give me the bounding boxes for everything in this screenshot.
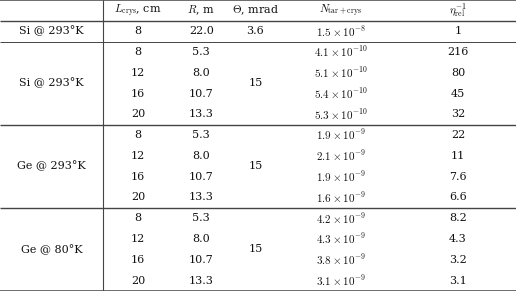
Text: 8: 8 xyxy=(135,26,141,36)
Text: 4.3: 4.3 xyxy=(449,234,467,244)
Text: $5.4 \times 10^{-10}$: $5.4 \times 10^{-10}$ xyxy=(314,86,367,101)
Text: $N_{\rm tar+crys}$: $N_{\rm tar+crys}$ xyxy=(319,2,362,19)
Text: 3.6: 3.6 xyxy=(247,26,264,36)
Text: 13.3: 13.3 xyxy=(189,276,214,285)
Text: 3.2: 3.2 xyxy=(449,255,467,265)
Text: 5.3: 5.3 xyxy=(192,130,210,140)
Text: $1.5 \times 10^{-8}$: $1.5 \times 10^{-8}$ xyxy=(316,24,365,38)
Text: 1: 1 xyxy=(455,26,461,36)
Text: $1.9 \times 10^{-9}$: $1.9 \times 10^{-9}$ xyxy=(316,169,365,184)
Text: 8.0: 8.0 xyxy=(192,234,210,244)
Text: $R$, m: $R$, m xyxy=(187,3,215,17)
Text: 5.3: 5.3 xyxy=(192,47,210,57)
Text: 16: 16 xyxy=(131,172,145,182)
Text: 6.6: 6.6 xyxy=(449,192,467,203)
Text: 8.0: 8.0 xyxy=(192,68,210,78)
Text: 45: 45 xyxy=(451,88,465,99)
Text: $4.3 \times 10^{-9}$: $4.3 \times 10^{-9}$ xyxy=(316,232,365,246)
Text: 13.3: 13.3 xyxy=(189,109,214,119)
Text: $4.1 \times 10^{-10}$: $4.1 \times 10^{-10}$ xyxy=(314,45,367,59)
Text: 80: 80 xyxy=(451,68,465,78)
Text: 10.7: 10.7 xyxy=(189,88,214,99)
Text: 10.7: 10.7 xyxy=(189,172,214,182)
Text: 13.3: 13.3 xyxy=(189,192,214,203)
Text: $\eta_{\rm rel}^{-1}$: $\eta_{\rm rel}^{-1}$ xyxy=(449,2,467,19)
Text: 3.1: 3.1 xyxy=(449,276,467,285)
Text: 8.2: 8.2 xyxy=(449,213,467,223)
Text: $1.9 \times 10^{-9}$: $1.9 \times 10^{-9}$ xyxy=(316,128,365,142)
Text: 22.0: 22.0 xyxy=(189,26,214,36)
Text: 8: 8 xyxy=(135,47,141,57)
Text: 16: 16 xyxy=(131,255,145,265)
Text: $3.1 \times 10^{-9}$: $3.1 \times 10^{-9}$ xyxy=(316,273,365,288)
Text: $4.2 \times 10^{-9}$: $4.2 \times 10^{-9}$ xyxy=(316,211,365,226)
Text: 5.3: 5.3 xyxy=(192,213,210,223)
Text: 20: 20 xyxy=(131,276,145,285)
Text: 16: 16 xyxy=(131,88,145,99)
Text: $\Theta$, mrad: $\Theta$, mrad xyxy=(232,3,279,17)
Text: 7.6: 7.6 xyxy=(449,172,467,182)
Text: 8: 8 xyxy=(135,130,141,140)
Text: 22: 22 xyxy=(451,130,465,140)
Text: 10.7: 10.7 xyxy=(189,255,214,265)
Text: $2.1 \times 10^{-9}$: $2.1 \times 10^{-9}$ xyxy=(316,149,365,163)
Text: 11: 11 xyxy=(451,151,465,161)
Text: $5.3 \times 10^{-10}$: $5.3 \times 10^{-10}$ xyxy=(314,107,367,122)
Text: $5.1 \times 10^{-10}$: $5.1 \times 10^{-10}$ xyxy=(314,65,367,80)
Text: Ge @ 80°K: Ge @ 80°K xyxy=(21,244,83,255)
Text: 15: 15 xyxy=(248,244,263,254)
Text: 32: 32 xyxy=(451,109,465,119)
Text: 12: 12 xyxy=(131,68,145,78)
Text: Si @ 293°K: Si @ 293°K xyxy=(19,78,84,88)
Text: 8.0: 8.0 xyxy=(192,151,210,161)
Text: 20: 20 xyxy=(131,109,145,119)
Text: Ge @ 293°K: Ge @ 293°K xyxy=(17,161,86,172)
Text: 12: 12 xyxy=(131,234,145,244)
Text: 8: 8 xyxy=(135,213,141,223)
Text: 12: 12 xyxy=(131,151,145,161)
Text: $3.8 \times 10^{-9}$: $3.8 \times 10^{-9}$ xyxy=(316,253,365,267)
Text: 216: 216 xyxy=(447,47,469,57)
Text: $L_{\rm crys}$, cm: $L_{\rm crys}$, cm xyxy=(114,2,162,19)
Text: 20: 20 xyxy=(131,192,145,203)
Text: 15: 15 xyxy=(248,78,263,88)
Text: $1.6 \times 10^{-9}$: $1.6 \times 10^{-9}$ xyxy=(316,190,365,205)
Text: 15: 15 xyxy=(248,161,263,171)
Text: Si @ 293°K: Si @ 293°K xyxy=(19,26,84,36)
